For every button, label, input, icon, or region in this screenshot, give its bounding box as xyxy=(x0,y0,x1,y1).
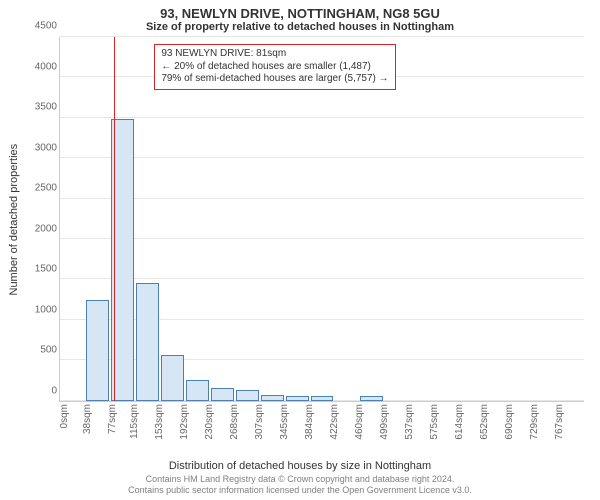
x-tick-label: 537sqm xyxy=(404,404,415,440)
bar xyxy=(360,396,383,401)
bar-slot xyxy=(534,37,559,401)
bar-slot xyxy=(135,37,160,401)
y-tick-label: 4000 xyxy=(35,61,57,72)
plot-area: 93 NEWLYN DRIVE: 81sqm ← 20% of detached… xyxy=(59,37,584,402)
bar-slot xyxy=(210,37,235,401)
bar xyxy=(261,395,284,401)
bar-slot xyxy=(260,37,285,401)
y-tick-label: 1500 xyxy=(35,264,57,275)
y-tick-label: 1000 xyxy=(35,304,57,315)
y-axis-ticks: 050010001500200025003000350040004500 xyxy=(23,37,59,402)
bar-slot xyxy=(434,37,459,401)
bar-slot xyxy=(235,37,260,401)
bar-slot xyxy=(85,37,110,401)
bar-slot xyxy=(334,37,359,401)
bar-slot xyxy=(285,37,310,401)
spacer xyxy=(8,402,23,460)
bar xyxy=(211,388,234,401)
bar xyxy=(286,396,309,401)
bars xyxy=(60,37,584,401)
y-tick-label: 2000 xyxy=(35,223,57,234)
spacer xyxy=(23,402,59,460)
bar-slot xyxy=(160,37,185,401)
bar-slot xyxy=(559,37,584,401)
x-tick-label: 115sqm xyxy=(129,404,140,439)
bar xyxy=(86,300,109,401)
chart-title: 93, NEWLYN DRIVE, NOTTINGHAM, NG8 5GU xyxy=(8,6,592,21)
y-tick-label: 2500 xyxy=(35,183,57,194)
bar xyxy=(236,390,259,401)
x-tick-label: 575sqm xyxy=(429,404,440,440)
chart-container: 93, NEWLYN DRIVE, NOTTINGHAM, NG8 5GU Si… xyxy=(0,0,600,500)
spacer xyxy=(584,402,592,460)
bar-slot xyxy=(509,37,534,401)
x-tick-label: 77sqm xyxy=(107,404,118,434)
x-axis-title: Distribution of detached houses by size … xyxy=(8,460,592,472)
y-tick-label: 0 xyxy=(51,385,57,396)
bar xyxy=(311,396,334,400)
bar-slot xyxy=(310,37,335,401)
x-tick-label: 307sqm xyxy=(254,404,265,440)
x-tick-label: 499sqm xyxy=(379,404,390,440)
x-tick-label: 192sqm xyxy=(179,404,190,440)
bar-slot xyxy=(384,37,409,401)
y-tick-label: 4500 xyxy=(35,21,57,32)
y-tick-label: 3500 xyxy=(35,102,57,113)
x-tick-label: 268sqm xyxy=(229,404,240,440)
y-tick-label: 3000 xyxy=(35,142,57,153)
footer-line1: Contains HM Land Registry data © Crown c… xyxy=(146,474,455,484)
y-axis-title: Number of detached properties xyxy=(8,37,23,402)
x-tick-label: 38sqm xyxy=(82,404,93,434)
annotation-line2: ← 20% of detached houses are smaller (1,… xyxy=(161,61,388,74)
x-tick-label: 767sqm xyxy=(554,404,565,440)
bar-slot xyxy=(359,37,384,401)
y-tick-label: 500 xyxy=(40,345,57,356)
bar xyxy=(161,355,184,400)
x-tick-label: 345sqm xyxy=(279,404,290,440)
bar-slot xyxy=(60,37,85,401)
x-tick-label: 230sqm xyxy=(204,404,215,440)
annotation-line3: 79% of semi-detached houses are larger (… xyxy=(161,73,388,86)
marker-line xyxy=(114,37,115,401)
x-tick-label: 460sqm xyxy=(354,404,365,440)
annotation-box: 93 NEWLYN DRIVE: 81sqm ← 20% of detached… xyxy=(154,44,395,90)
bar xyxy=(186,380,209,401)
bar xyxy=(136,283,159,400)
bar-slot xyxy=(185,37,210,401)
chart-subtitle: Size of property relative to detached ho… xyxy=(8,21,592,33)
footer-line2: Contains public sector information licen… xyxy=(128,485,472,495)
x-tick-label: 153sqm xyxy=(154,404,165,440)
x-tick-label: 729sqm xyxy=(529,404,540,440)
footer: Contains HM Land Registry data © Crown c… xyxy=(8,474,592,497)
bar-slot xyxy=(484,37,509,401)
x-tick-label: 690sqm xyxy=(504,404,515,440)
x-tick-label: 422sqm xyxy=(329,404,340,440)
x-axis-ticks: 0sqm 38sqm 77sqm 115sqm 153sqm 192sqm 230sqm 26… xyxy=(59,402,584,460)
chart-row: Number of detached properties 0 500 1000 15… xyxy=(8,37,592,402)
right-pad xyxy=(584,37,592,402)
x-tick-label: 384sqm xyxy=(304,404,315,440)
x-tick-label: 0sqm xyxy=(59,404,70,428)
x-tick-label: 652sqm xyxy=(479,404,490,440)
bar-slot xyxy=(409,37,434,401)
plot-outer: 93 NEWLYN DRIVE: 81sqm ← 20% of detached… xyxy=(59,37,584,402)
x-ticks-row: 0sqm 38sqm 77sqm 115sqm 153sqm 192sqm 230sqm 26… xyxy=(8,402,592,460)
bar-slot xyxy=(459,37,484,401)
x-tick-label: 614sqm xyxy=(454,404,465,440)
annotation-line1: 93 NEWLYN DRIVE: 81sqm xyxy=(161,48,388,61)
